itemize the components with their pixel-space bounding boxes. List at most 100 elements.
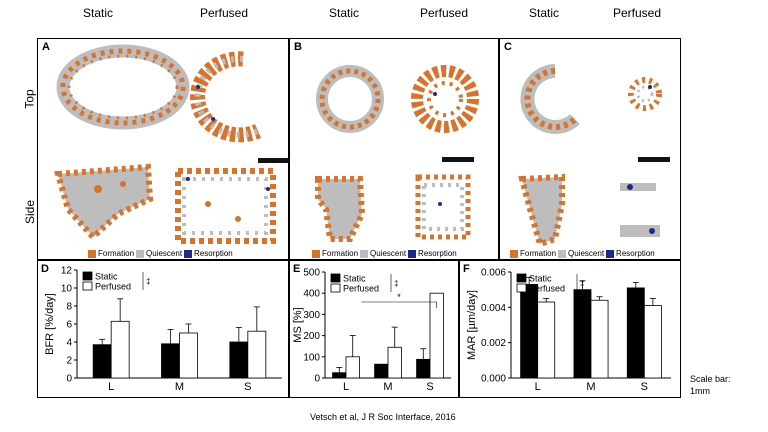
y-tick-label: 200 bbox=[303, 331, 320, 342]
row-label-side: Side bbox=[23, 199, 38, 225]
y-tick-label: 4 bbox=[66, 338, 72, 349]
x-tick-label-s: S bbox=[244, 381, 251, 393]
scaffold-render-c bbox=[518, 64, 662, 248]
column-header-b-static: Static bbox=[329, 6, 360, 20]
legend-swatch-perfused bbox=[82, 281, 93, 291]
legend-swatch-static bbox=[516, 273, 527, 283]
legend-swatch-perfused bbox=[516, 283, 527, 293]
legend-formation: Formation bbox=[98, 249, 135, 258]
formation-swatch bbox=[88, 249, 96, 258]
bar-static-s bbox=[626, 287, 645, 379]
panel-letter-d: D bbox=[41, 263, 49, 275]
y-tick-label: 0.000 bbox=[481, 374, 506, 385]
legend-swatch-static bbox=[330, 273, 341, 283]
legend-quiescent: Quiescent bbox=[146, 249, 183, 258]
row-label-top: Top bbox=[22, 89, 37, 109]
legend-b: Formation Quiescent Resorption bbox=[312, 249, 457, 258]
y-tick-label: 6 bbox=[66, 320, 72, 331]
quiescent-swatch bbox=[558, 249, 567, 258]
bar-static-l bbox=[332, 372, 347, 379]
y-tick-label: 500 bbox=[303, 268, 320, 279]
x-tick-label-l: L bbox=[535, 381, 541, 393]
x-tick-label-s: S bbox=[426, 381, 433, 393]
quiescent-swatch bbox=[136, 249, 145, 258]
legend-swatch-static bbox=[82, 271, 93, 281]
scale-bar-label: Scale bar: bbox=[690, 374, 731, 384]
bar-static-l bbox=[520, 283, 539, 379]
x-tick-label-m: M bbox=[175, 381, 184, 393]
y-tick-label: 0 bbox=[66, 374, 72, 385]
bar-perfused-l bbox=[110, 320, 130, 379]
column-header-c-static: Static bbox=[529, 6, 560, 20]
panel-letter-f: F bbox=[463, 263, 470, 275]
bar-static-l bbox=[92, 344, 112, 379]
resorption-swatch bbox=[184, 249, 193, 258]
legend-label-static: Static bbox=[529, 274, 552, 284]
legend-label-static: Static bbox=[95, 272, 118, 282]
legend-significance: ‡ bbox=[394, 279, 398, 288]
image-panel-c: C Formation Quiescent Resorption bbox=[499, 38, 681, 260]
bar-perfused-m bbox=[387, 346, 402, 379]
panel-letter-b: B bbox=[294, 41, 302, 53]
legend-formation: Formation bbox=[520, 249, 557, 258]
panel-letter-a: A bbox=[42, 41, 50, 53]
legend-resorption: Resorption bbox=[418, 249, 457, 258]
resorption-swatch bbox=[408, 249, 417, 258]
x-tick-label-s: S bbox=[641, 381, 648, 393]
legend-swatch-perfused bbox=[330, 283, 341, 293]
legend-resorption: Resorption bbox=[194, 249, 233, 258]
chart-e-ms: E 0 100 200 300 400 500 MS [%] L M S StaticPerfused… bbox=[292, 263, 451, 393]
legend-significance: ‡ bbox=[146, 277, 150, 286]
formation-swatch bbox=[312, 249, 320, 258]
scaffold-render-b bbox=[315, 65, 479, 242]
bar-static-s bbox=[229, 341, 249, 379]
legend-label-perfused: Perfused bbox=[529, 284, 565, 294]
legend-c: Formation Quiescent Resorption bbox=[510, 249, 655, 258]
bar-perfused-l bbox=[537, 301, 556, 379]
column-header-c-perfused: Perfused bbox=[613, 6, 662, 20]
legend-significance: ‡ bbox=[580, 279, 584, 288]
y-tick-label: 10 bbox=[61, 284, 73, 295]
bar-static-m bbox=[374, 363, 389, 379]
y-tick-label: 0.002 bbox=[481, 338, 506, 349]
panel-letter-c: C bbox=[504, 41, 512, 53]
y-tick-label: 0.004 bbox=[481, 303, 506, 314]
scale-bar-b bbox=[442, 157, 474, 162]
significance-marker: * bbox=[397, 292, 401, 302]
column-header-a-static: Static bbox=[83, 6, 114, 20]
legend-quiescent: Quiescent bbox=[370, 249, 407, 258]
y-tick-label: 100 bbox=[303, 352, 320, 363]
column-header-a-perfused: Perfused bbox=[200, 6, 249, 20]
bar-perfused-m bbox=[590, 299, 609, 379]
y-tick-label: 300 bbox=[303, 310, 320, 321]
legend-formation: Formation bbox=[322, 249, 359, 258]
bar-perfused-s bbox=[247, 330, 267, 379]
bar-perfused-s bbox=[429, 292, 444, 379]
bar-perfused-l bbox=[345, 356, 360, 379]
legend-resorption: Resorption bbox=[616, 249, 655, 258]
scale-bar-c bbox=[638, 157, 670, 162]
x-tick-label-l: L bbox=[343, 381, 349, 393]
bar-perfused-s bbox=[643, 305, 662, 379]
y-tick-label: 400 bbox=[303, 289, 320, 300]
image-panel-b: B Formation Quiescent Resorption bbox=[289, 38, 499, 260]
bar-perfused-m bbox=[179, 332, 198, 379]
citation: Vetsch et al, J R Soc Interface, 2016 bbox=[310, 412, 456, 422]
y-tick-label: 12 bbox=[61, 266, 73, 277]
scaffold-render-a bbox=[54, 44, 276, 244]
legend-label-perfused: Perfused bbox=[343, 284, 379, 294]
resorption-swatch bbox=[606, 249, 615, 258]
y-axis-label: MS [%] bbox=[292, 307, 304, 342]
legend-a: Formation Quiescent Resorption bbox=[88, 249, 233, 258]
x-tick-label-m: M bbox=[383, 381, 392, 393]
y-tick-label: 0 bbox=[314, 374, 320, 385]
bar-static-s bbox=[416, 358, 431, 379]
bar-static-m bbox=[161, 343, 180, 379]
y-tick-label: 0.006 bbox=[481, 268, 506, 279]
y-tick-label: 8 bbox=[66, 302, 72, 313]
quiescent-swatch bbox=[360, 249, 369, 258]
legend-quiescent: Quiescent bbox=[568, 249, 605, 258]
formation-swatch bbox=[510, 249, 518, 258]
legend-label-static: Static bbox=[343, 274, 366, 284]
